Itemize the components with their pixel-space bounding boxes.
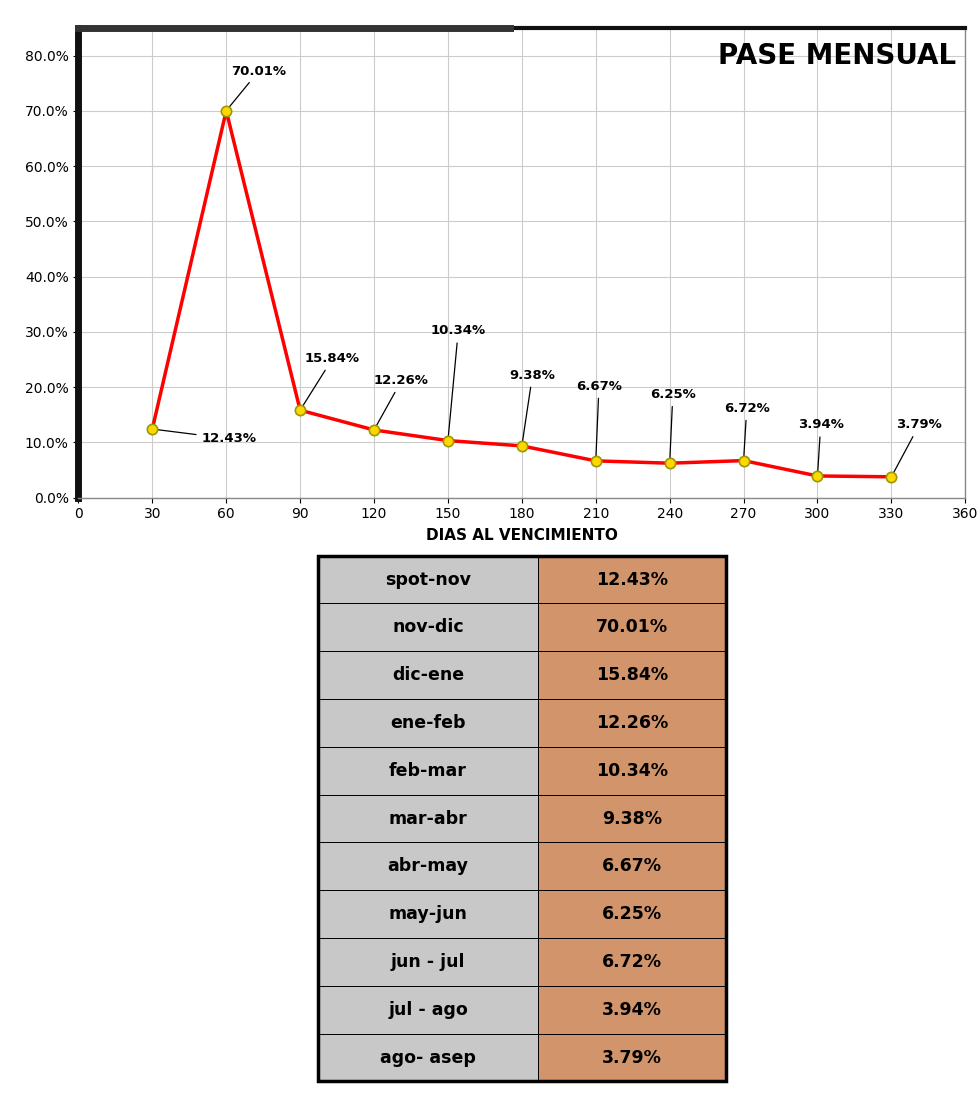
Text: 6.25%: 6.25%: [650, 388, 696, 460]
Bar: [538, 699, 726, 747]
Bar: [318, 603, 538, 651]
Text: 6.67%: 6.67%: [576, 380, 622, 458]
Bar: [318, 699, 538, 747]
Bar: [538, 890, 726, 938]
Bar: [318, 986, 538, 1034]
Text: 10.34%: 10.34%: [430, 324, 486, 438]
Text: 9.38%: 9.38%: [602, 809, 662, 827]
X-axis label: DIAS AL VENCIMIENTO: DIAS AL VENCIMIENTO: [426, 529, 617, 543]
Point: [514, 437, 530, 455]
Text: 12.43%: 12.43%: [155, 429, 257, 445]
Text: 6.72%: 6.72%: [724, 401, 769, 458]
Text: mar-abr: mar-abr: [389, 809, 467, 827]
Point: [884, 468, 900, 486]
Point: [588, 452, 604, 469]
Text: abr-may: abr-may: [387, 857, 468, 875]
Bar: [538, 986, 726, 1034]
Point: [809, 467, 825, 485]
Bar: [318, 1034, 538, 1082]
Text: 12.26%: 12.26%: [596, 714, 668, 731]
Text: 6.67%: 6.67%: [602, 857, 662, 875]
Text: 12.43%: 12.43%: [596, 571, 668, 589]
Bar: [318, 843, 538, 890]
Bar: [318, 747, 538, 795]
Bar: [318, 938, 538, 986]
Text: 3.94%: 3.94%: [602, 1001, 662, 1019]
Bar: [538, 603, 726, 651]
Text: 70.01%: 70.01%: [596, 619, 668, 637]
Bar: [538, 938, 726, 986]
Bar: [318, 890, 538, 938]
Bar: [538, 1034, 726, 1082]
Bar: [538, 747, 726, 795]
Text: 15.84%: 15.84%: [596, 666, 668, 685]
Text: 10.34%: 10.34%: [596, 762, 668, 779]
Point: [662, 454, 677, 472]
Text: spot-nov: spot-nov: [385, 571, 471, 589]
Text: 3.94%: 3.94%: [798, 418, 844, 473]
Point: [736, 452, 752, 469]
Text: 9.38%: 9.38%: [510, 369, 556, 443]
Text: jul - ago: jul - ago: [388, 1001, 467, 1019]
Point: [367, 421, 382, 439]
Text: nov-dic: nov-dic: [392, 619, 464, 637]
Bar: [538, 795, 726, 843]
Text: ago- asep: ago- asep: [380, 1048, 476, 1067]
Text: 6.25%: 6.25%: [602, 905, 662, 923]
Text: 15.84%: 15.84%: [302, 352, 360, 408]
Bar: [318, 555, 538, 603]
Text: 3.79%: 3.79%: [602, 1048, 662, 1067]
Text: may-jun: may-jun: [389, 905, 467, 923]
Text: feb-mar: feb-mar: [389, 762, 466, 779]
Point: [292, 401, 308, 419]
Text: 3.79%: 3.79%: [893, 418, 942, 474]
Bar: [538, 555, 726, 603]
Text: ene-feb: ene-feb: [390, 714, 466, 731]
Text: 6.72%: 6.72%: [602, 953, 662, 971]
Text: dic-ene: dic-ene: [392, 666, 465, 685]
Bar: [538, 651, 726, 699]
Text: 12.26%: 12.26%: [374, 375, 429, 427]
Bar: [318, 795, 538, 843]
Point: [219, 101, 234, 119]
Bar: [318, 555, 726, 1082]
Bar: [538, 843, 726, 890]
Text: 70.01%: 70.01%: [228, 65, 286, 108]
Point: [144, 420, 160, 438]
Text: PASE MENSUAL: PASE MENSUAL: [718, 42, 956, 70]
Text: jun - jul: jun - jul: [391, 953, 466, 971]
Point: [440, 432, 456, 449]
Bar: [318, 651, 538, 699]
